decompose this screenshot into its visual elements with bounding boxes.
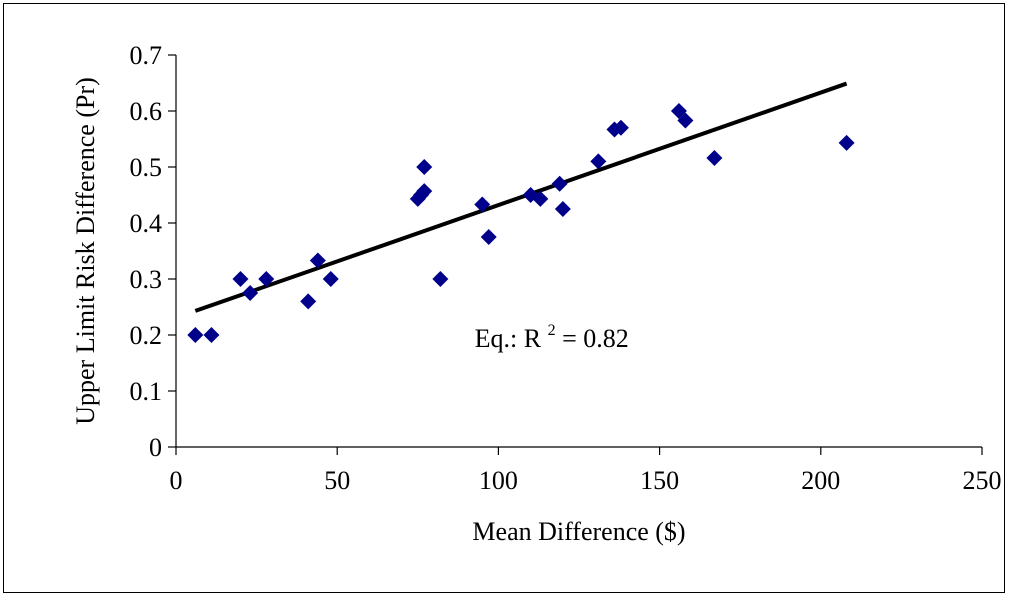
annotation-suffix: = 0.82 — [562, 324, 629, 353]
data-point — [242, 285, 259, 301]
y-axis-ticks: 0 0.1 0.2 0.3 0.4 0.5 0.6 0.7 — [130, 41, 176, 462]
chart-frame — [3, 3, 1005, 593]
x-tick-label: 50 — [324, 466, 350, 495]
axes — [175, 55, 982, 448]
data-point — [203, 327, 220, 343]
x-tick-label: 100 — [479, 466, 518, 495]
annotation-prefix: Eq.: R — [475, 324, 542, 353]
data-point — [432, 271, 449, 287]
x-tick-label: 150 — [640, 466, 679, 495]
data-point — [187, 327, 204, 343]
y-tick-label: 0 — [149, 433, 162, 462]
data-point — [532, 190, 549, 207]
y-tick-label: 0.2 — [130, 321, 163, 350]
data-point — [706, 150, 723, 167]
y-axis-label: Upper Limit Risk Difference (Pr) — [71, 77, 100, 425]
y-tick-label: 0.7 — [130, 41, 163, 70]
data-point — [322, 271, 339, 287]
data-point — [416, 159, 433, 175]
trendline — [194, 81, 848, 313]
x-axis-label: Mean Difference ($) — [472, 517, 685, 546]
y-tick-label: 0.6 — [130, 97, 163, 126]
y-tick-label: 0.5 — [130, 153, 163, 182]
data-points — [187, 103, 855, 343]
data-point — [480, 229, 497, 245]
x-axis-ticks: 0 50 100 150 200 250 — [170, 447, 1002, 495]
y-tick-label: 0.3 — [130, 265, 163, 294]
data-point — [416, 183, 433, 200]
y-tick-label: 0.4 — [130, 209, 163, 238]
data-point — [677, 112, 694, 129]
data-point — [551, 175, 568, 192]
r-squared-annotation: Eq.: R 2 = 0.82 — [475, 312, 629, 353]
data-point — [309, 252, 326, 269]
data-point — [474, 196, 491, 213]
data-point — [554, 201, 571, 217]
y-tick-label: 0.1 — [130, 377, 163, 406]
data-point — [300, 293, 317, 310]
data-point — [612, 119, 629, 136]
annotation-superscript: 2 — [548, 322, 556, 339]
x-tick-label: 0 — [170, 466, 183, 495]
x-tick-label: 250 — [963, 466, 1002, 495]
data-point — [838, 134, 855, 151]
data-point — [232, 271, 249, 287]
data-point — [258, 271, 275, 287]
data-point — [590, 153, 607, 170]
x-tick-label: 200 — [801, 466, 840, 495]
